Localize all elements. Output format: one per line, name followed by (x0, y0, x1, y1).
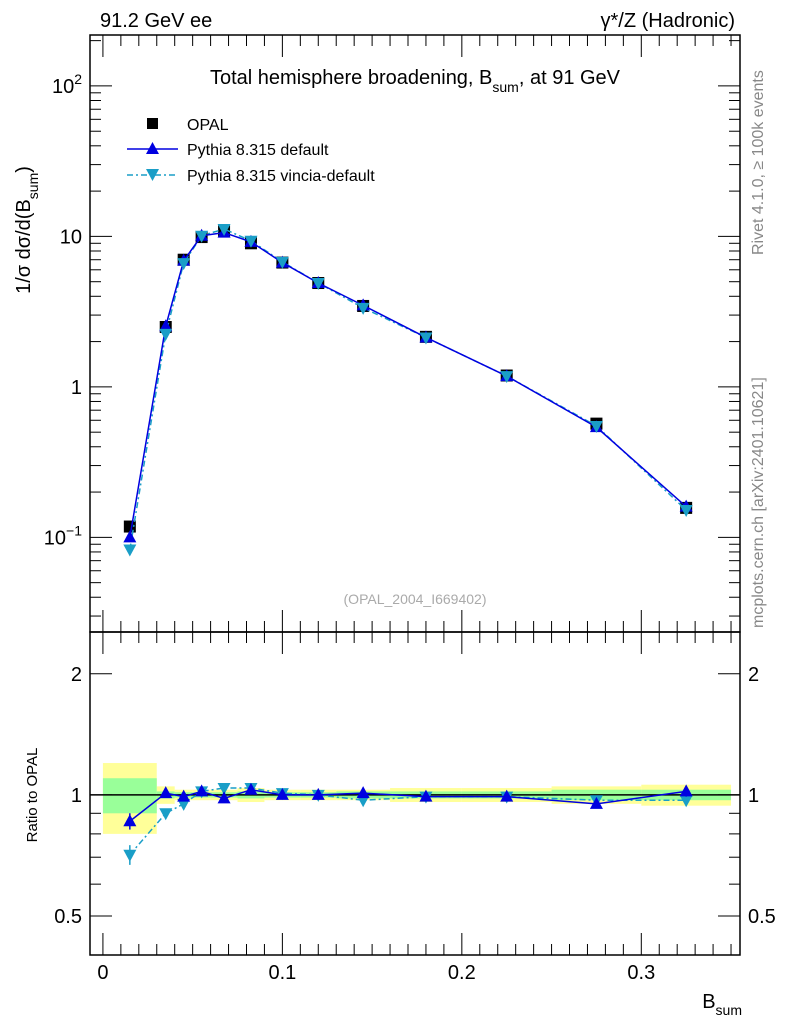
x-axis-label: Bsum (702, 991, 742, 1018)
legend-label-default: Pythia 8.315 default (187, 142, 329, 159)
ratio-vincia-point (123, 849, 137, 862)
y-tick-label: 1 (71, 377, 82, 399)
vincia-point (500, 371, 514, 384)
vincia-point (123, 544, 137, 557)
ratio-default-point (123, 814, 137, 827)
ratio-default-point (419, 789, 433, 802)
legend-marker-opal (147, 118, 158, 129)
ratio-vincia-point (356, 795, 370, 808)
ratio-default-point (217, 791, 231, 804)
y-tick-label: 10−1 (44, 522, 82, 549)
x-tick-label: 0.2 (448, 962, 476, 984)
ratio-default-point (679, 784, 693, 797)
y-axis-label: 1/σ dσ/d(Bsum) (13, 166, 41, 294)
chart-title: Total hemisphere broadening, Bsum, at 91… (210, 67, 621, 95)
ratio-default-point (500, 789, 514, 802)
ratio-y-tick-label-right: 2 (748, 664, 759, 686)
y-tick-label: 102 (52, 71, 82, 98)
y-tick-label: 10 (60, 226, 82, 248)
vincia-point (356, 302, 370, 315)
header-right: γ*/Z (Hadronic) (601, 10, 735, 32)
ratio-y-tick-label-right: 1 (748, 785, 759, 807)
vincia-point (195, 230, 209, 243)
vincia-line (129, 228, 687, 550)
ratio-y-tick-label-right: 0.5 (748, 906, 776, 928)
vincia-point (589, 420, 603, 433)
vincia-point (275, 256, 289, 269)
x-tick-label: 0.3 (627, 962, 655, 984)
vincia-point (217, 224, 231, 237)
vincia-point (311, 278, 325, 291)
ratio-default-point (356, 786, 370, 799)
header-left: 91.2 GeV ee (100, 10, 212, 32)
ratio-default-point (195, 784, 209, 797)
vincia-point (419, 332, 433, 345)
default-point (159, 319, 173, 332)
ratio-y-tick-label: 1 (71, 785, 82, 807)
ratio-y-tick-label: 2 (71, 664, 82, 686)
legend-marker-default (146, 142, 159, 154)
x-tick-label: 0.1 (268, 962, 296, 984)
ratio-vincia-point (177, 798, 191, 811)
legend: OPAL Pythia 8.315 default Pythia 8.315 v… (127, 117, 375, 185)
default-point (123, 530, 137, 543)
ratio-default-point (311, 787, 325, 800)
ratio-default-point (159, 786, 173, 799)
ratio-frame (89, 631, 741, 956)
ratio-default-point (244, 782, 258, 795)
ratio-default-point (275, 787, 289, 800)
analysis-watermark: (OPAL_2004_I669402) (344, 591, 487, 607)
ratio-vincia-point (159, 808, 173, 821)
default-line (129, 231, 687, 538)
vincia-point (244, 235, 258, 248)
vincia-point (159, 328, 173, 341)
x-tick-label: 0 (97, 962, 108, 984)
ratio-y-label: Ratio to OPAL (24, 748, 41, 843)
legend-label-vincia: Pythia 8.315 vincia-default (187, 168, 375, 185)
ratio-y-tick-label: 0.5 (54, 906, 82, 928)
mcplots-label: mcplots.cern.ch [arXiv:2401.10621] (750, 377, 767, 628)
legend-label-opal: OPAL (187, 117, 229, 134)
rivet-label: Rivet 4.1.0, ≥ 100k events (750, 70, 767, 255)
ratio-default-point (589, 796, 603, 809)
band-stat (102, 778, 157, 814)
ratio-default-point (177, 789, 191, 802)
vincia-point (177, 258, 191, 271)
legend-marker-vincia (146, 169, 159, 181)
ratio-vincia-point (679, 795, 693, 808)
vincia-point (679, 504, 693, 517)
ratio-vincia-point (217, 783, 231, 796)
